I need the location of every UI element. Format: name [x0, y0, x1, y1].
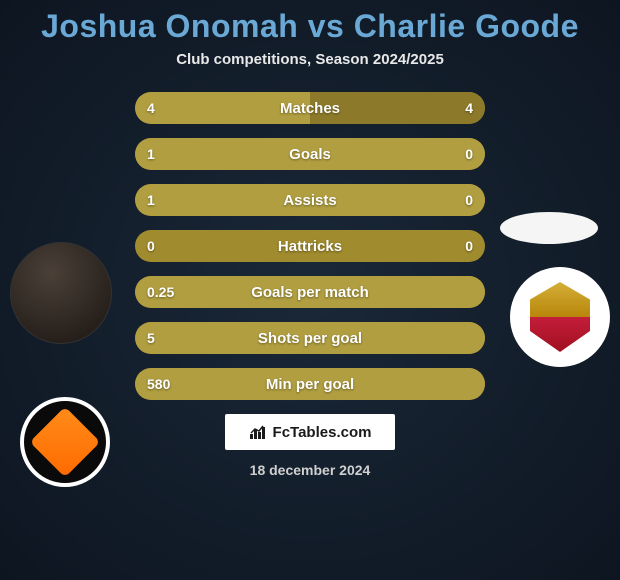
stat-row: 00Hattricks [135, 230, 485, 262]
stat-label: Goals [135, 138, 485, 170]
content-area: 44Matches 10Goals 10Assists 00Hattricks 0.25… [0, 92, 620, 400]
brand-logo-icon [249, 424, 269, 440]
player-left-club-badge [20, 397, 110, 487]
stat-row: 44Matches [135, 92, 485, 124]
brand-badge: FcTables.com [225, 414, 395, 450]
stat-label: Hattricks [135, 230, 485, 262]
stat-row: 10Goals [135, 138, 485, 170]
player-left-avatar [10, 242, 112, 344]
stat-label: Shots per goal [135, 322, 485, 354]
brand-text: FcTables.com [273, 424, 372, 441]
player-right-avatar [500, 212, 598, 244]
stevenage-badge-icon [530, 282, 590, 352]
stat-row: 0.25Goals per match [135, 276, 485, 308]
stats-bars: 44Matches 10Goals 10Assists 00Hattricks 0.25… [135, 92, 485, 400]
comparison-title: Joshua Onomah vs Charlie Goode [0, 0, 620, 45]
stat-row: 580Min per goal [135, 368, 485, 400]
stat-row: 10Assists [135, 184, 485, 216]
stat-row: 5Shots per goal [135, 322, 485, 354]
player-right-club-badge [510, 267, 610, 367]
stat-label: Assists [135, 184, 485, 216]
stat-label: Goals per match [135, 276, 485, 308]
stat-label: Min per goal [135, 368, 485, 400]
comparison-subtitle: Club competitions, Season 2024/2025 [0, 51, 620, 68]
stat-label: Matches [135, 92, 485, 124]
blackpool-badge-icon [30, 407, 101, 478]
